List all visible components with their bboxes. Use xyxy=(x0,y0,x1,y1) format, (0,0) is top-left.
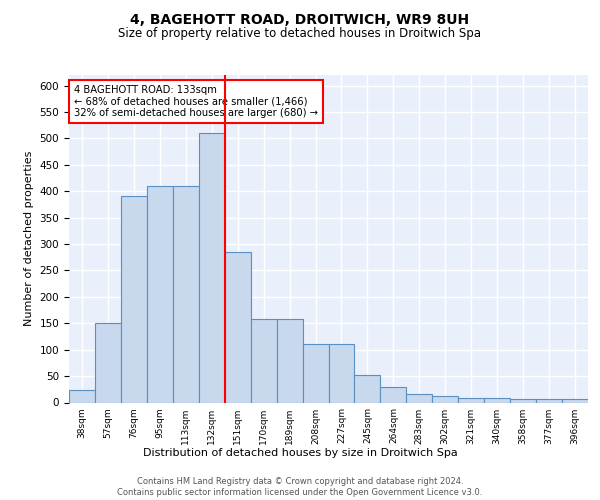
Text: Size of property relative to detached houses in Droitwich Spa: Size of property relative to detached ho… xyxy=(119,28,482,40)
Bar xyxy=(433,396,458,402)
Bar xyxy=(173,186,199,402)
Text: Contains HM Land Registry data © Crown copyright and database right 2024.
Contai: Contains HM Land Registry data © Crown c… xyxy=(118,478,482,497)
Bar xyxy=(277,319,302,402)
Bar xyxy=(121,196,147,402)
Bar xyxy=(329,344,355,403)
Bar xyxy=(510,399,536,402)
Bar xyxy=(69,390,95,402)
Bar xyxy=(147,186,173,402)
Bar xyxy=(95,324,121,402)
Text: Distribution of detached houses by size in Droitwich Spa: Distribution of detached houses by size … xyxy=(143,448,457,458)
Bar xyxy=(536,399,562,402)
Bar xyxy=(562,399,588,402)
Bar xyxy=(302,344,329,403)
Bar xyxy=(355,374,380,402)
Bar xyxy=(251,319,277,402)
Bar xyxy=(380,386,406,402)
Bar xyxy=(458,398,484,402)
Bar xyxy=(406,394,432,402)
Bar xyxy=(484,398,510,402)
Bar xyxy=(225,252,251,402)
Y-axis label: Number of detached properties: Number of detached properties xyxy=(24,151,34,326)
Text: 4, BAGEHOTT ROAD, DROITWICH, WR9 8UH: 4, BAGEHOTT ROAD, DROITWICH, WR9 8UH xyxy=(130,12,470,26)
Text: 4 BAGEHOTT ROAD: 133sqm
← 68% of detached houses are smaller (1,466)
32% of semi: 4 BAGEHOTT ROAD: 133sqm ← 68% of detache… xyxy=(74,85,318,118)
Bar xyxy=(199,133,224,402)
